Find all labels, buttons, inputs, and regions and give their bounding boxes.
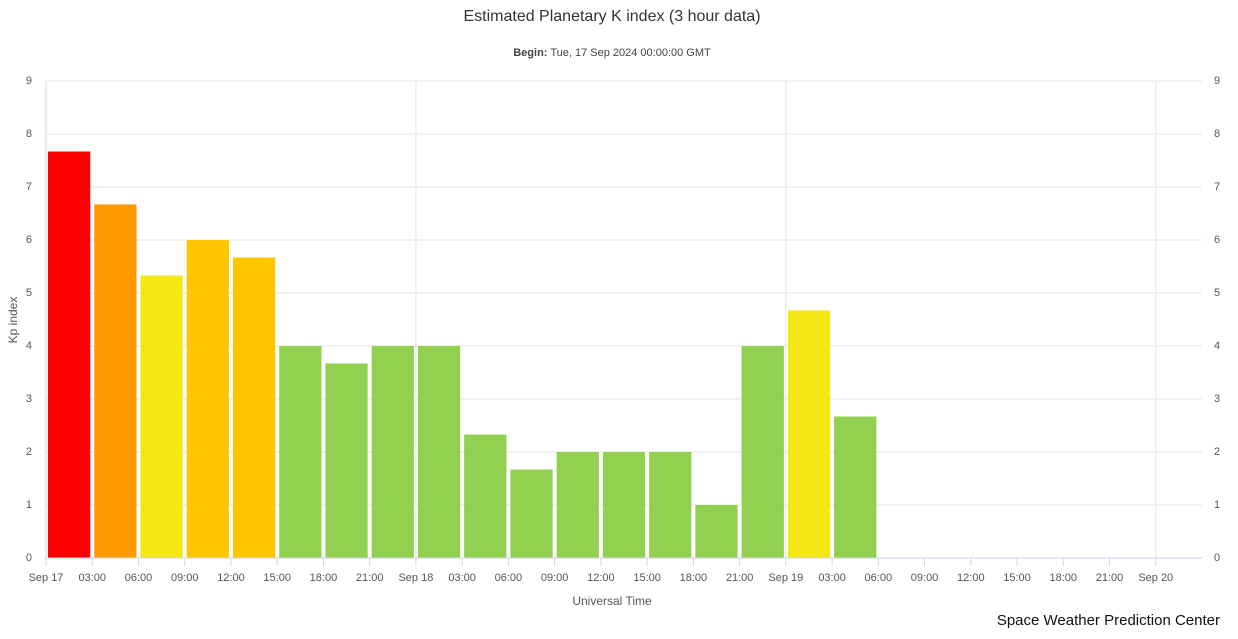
x-tick-label: 15:00 xyxy=(263,572,291,584)
x-tick-label: 12:00 xyxy=(957,572,985,584)
y-tick-label: 3 xyxy=(26,393,32,405)
x-tick-label: 18:00 xyxy=(1050,572,1078,584)
bar xyxy=(695,505,738,558)
bar xyxy=(48,151,91,559)
x-tick-label: 15:00 xyxy=(1003,572,1031,584)
y2-tick-label: 8 xyxy=(1214,128,1220,140)
bar xyxy=(94,204,137,559)
bar xyxy=(232,257,276,558)
y2-tick-label: 0 xyxy=(1214,552,1220,564)
bar xyxy=(371,346,414,558)
bar xyxy=(279,346,322,558)
x-tick-label: Sep 19 xyxy=(768,572,803,584)
chart-title: Estimated Planetary K index (3 hour data… xyxy=(463,8,760,25)
bar xyxy=(510,469,553,558)
subtitle-text: Tue, 17 Sep 2024 00:00:00 GMT xyxy=(550,47,711,59)
y2-tick-label: 4 xyxy=(1214,340,1220,352)
y2-tick-label: 2 xyxy=(1214,446,1220,458)
y2-tick-label: 1 xyxy=(1214,499,1220,511)
subtitle-label: Begin: xyxy=(513,47,547,59)
bar xyxy=(834,416,877,558)
bar xyxy=(464,434,507,558)
x-tick-label: 09:00 xyxy=(171,572,199,584)
y-axis-title: Kp index xyxy=(6,297,20,344)
x-tick-label: 21:00 xyxy=(1096,572,1124,584)
x-tick-label: 18:00 xyxy=(680,572,708,584)
y2-tick-label: 9 xyxy=(1214,75,1220,87)
y-tick-label: 2 xyxy=(26,446,32,458)
x-tick-label: 06:00 xyxy=(865,572,893,584)
y-tick-label: 7 xyxy=(26,181,32,193)
y-tick-label: 8 xyxy=(26,128,32,140)
x-tick-label: Sep 20 xyxy=(1138,572,1173,584)
y2-tick-label: 6 xyxy=(1214,234,1220,246)
bar xyxy=(649,452,692,558)
x-tick-label: 15:00 xyxy=(633,572,661,584)
x-tick-label: 12:00 xyxy=(217,572,245,584)
bar xyxy=(602,452,646,558)
y2-tick-label: 3 xyxy=(1214,393,1220,405)
bar xyxy=(556,452,599,558)
x-tick-label: 03:00 xyxy=(78,572,106,584)
y-tick-label: 6 xyxy=(26,234,32,246)
x-tick-label: 03:00 xyxy=(448,572,476,584)
y2-tick-label: 7 xyxy=(1214,181,1220,193)
y-tick-label: 1 xyxy=(26,499,32,511)
x-tick-label: 09:00 xyxy=(541,572,569,584)
y-tick-label: 9 xyxy=(26,75,32,87)
x-tick-label: 12:00 xyxy=(587,572,615,584)
x-tick-label: Sep 17 xyxy=(29,572,64,584)
x-axis-title: Universal Time xyxy=(572,594,652,608)
chart-subtitle: Begin: Tue, 17 Sep 2024 00:00:00 GMT xyxy=(513,47,711,59)
bar xyxy=(741,346,784,558)
x-tick-label: 18:00 xyxy=(310,572,338,584)
y-tick-label: 0 xyxy=(26,552,32,564)
x-tick-label: 06:00 xyxy=(125,572,153,584)
bar xyxy=(787,310,831,558)
bar xyxy=(186,240,229,558)
x-tick-label: 09:00 xyxy=(911,572,939,584)
y2-tick-label: 5 xyxy=(1214,287,1220,299)
x-tick-label: Sep 18 xyxy=(398,572,433,584)
y-tick-label: 5 xyxy=(26,287,32,299)
x-tick-label: 21:00 xyxy=(356,572,384,584)
x-tick-label: 03:00 xyxy=(818,572,846,584)
bar xyxy=(325,363,368,558)
x-tick-label: 06:00 xyxy=(495,572,523,584)
y-tick-label: 4 xyxy=(26,340,32,352)
bar xyxy=(417,346,461,558)
bar xyxy=(140,275,183,558)
x-tick-label: 21:00 xyxy=(726,572,754,584)
credit: Space Weather Prediction Center xyxy=(997,612,1220,629)
